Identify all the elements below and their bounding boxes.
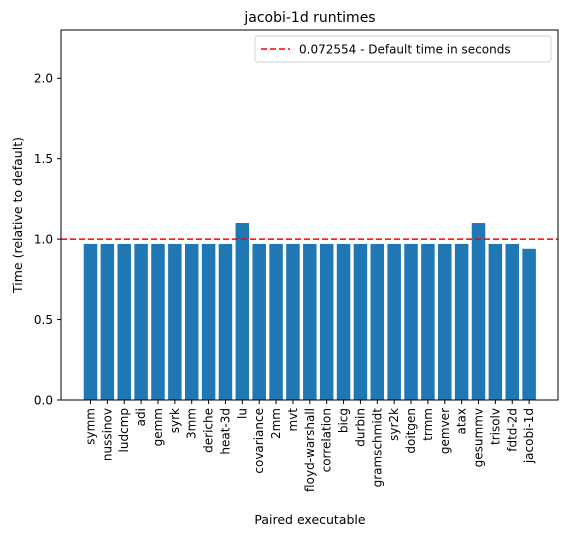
bar-doitgen — [404, 244, 418, 400]
bar-bicg — [337, 244, 351, 400]
x-tick-label: syr2k — [387, 408, 401, 441]
x-tick-label: ludcmp — [117, 408, 131, 452]
y-tick-label: 2.0 — [34, 72, 53, 86]
bar-trmm — [421, 244, 435, 400]
bar-trisolv — [489, 244, 503, 400]
bar-nussinov — [101, 244, 115, 400]
x-tick-label: atax — [455, 408, 469, 435]
x-tick-label: syrk — [168, 408, 182, 433]
x-tick-label: gemm — [151, 408, 165, 446]
y-tick-label: 0.0 — [34, 393, 53, 407]
legend: 0.072554 - Default time in seconds — [255, 36, 551, 62]
bar-gramschmidt — [371, 244, 385, 400]
x-tick-label: durbin — [353, 408, 367, 447]
x-tick-label: gramschmidt — [370, 408, 384, 488]
x-tick-label: gemver — [438, 408, 452, 454]
x-tick-label: 2mm — [269, 408, 283, 439]
x-tick-label: fdtd-2d — [505, 408, 519, 452]
x-axis-label: Paired executable — [254, 512, 366, 527]
x-tick-label: trisolv — [488, 408, 502, 445]
x-tick-label: bicg — [337, 408, 351, 433]
bar-heat-3d — [219, 244, 233, 400]
bars-group — [84, 223, 536, 400]
bar-atax — [455, 244, 469, 400]
chart-title: jacobi-1d runtimes — [243, 10, 375, 26]
x-tick-label: nussinov — [100, 408, 114, 461]
x-tick-label: doitgen — [404, 408, 418, 454]
bar-durbin — [354, 244, 368, 400]
bar-2mm — [269, 244, 283, 400]
bar-gemver — [438, 244, 452, 400]
y-tick-label: 0.5 — [34, 313, 53, 327]
bar-lu — [236, 223, 250, 400]
x-tick-label: gesummv — [472, 408, 486, 467]
y-tick-label: 1.0 — [34, 232, 53, 246]
bar-gesummv — [472, 223, 486, 400]
legend-label: 0.072554 - Default time in seconds — [299, 43, 511, 57]
x-tick-label: mvt — [286, 408, 300, 432]
bar-jacobi-1d — [522, 249, 536, 400]
x-axis: symm nussinov ludcmp adi gemm syrk 3mm deriche h… — [84, 400, 537, 492]
x-tick-label: trmm — [421, 408, 435, 441]
x-tick-label: lu — [235, 408, 249, 419]
x-tick-label: covariance — [252, 408, 266, 474]
bar-gemm — [151, 244, 165, 400]
bar-mvt — [286, 244, 300, 400]
bar-floyd-warshall — [303, 244, 317, 400]
bar-deriche — [202, 244, 216, 400]
x-tick-label: 3mm — [185, 408, 199, 439]
bar-correlation — [320, 244, 334, 400]
bar-symm — [84, 244, 98, 400]
x-tick-label: heat-3d — [218, 408, 232, 455]
x-tick-label: symm — [84, 408, 98, 445]
bar-syr2k — [387, 244, 401, 400]
bar-syrk — [168, 244, 182, 400]
y-axis: 0.0 0.5 1.0 1.5 2.0 — [34, 72, 61, 408]
y-tick-label: 1.5 — [34, 152, 53, 166]
x-tick-label: floyd-warshall — [303, 408, 317, 492]
bar-fdtd-2d — [506, 244, 520, 400]
y-axis-label: Time (relative to default) — [10, 137, 25, 294]
bar-covariance — [252, 244, 266, 400]
bar-adi — [134, 244, 148, 400]
x-tick-label: adi — [134, 408, 148, 426]
x-tick-label: jacobi-1d — [522, 408, 536, 464]
bar-ludcmp — [117, 244, 130, 400]
bar-3mm — [185, 244, 199, 400]
x-tick-label: deriche — [202, 408, 216, 453]
x-tick-label: correlation — [320, 408, 334, 472]
